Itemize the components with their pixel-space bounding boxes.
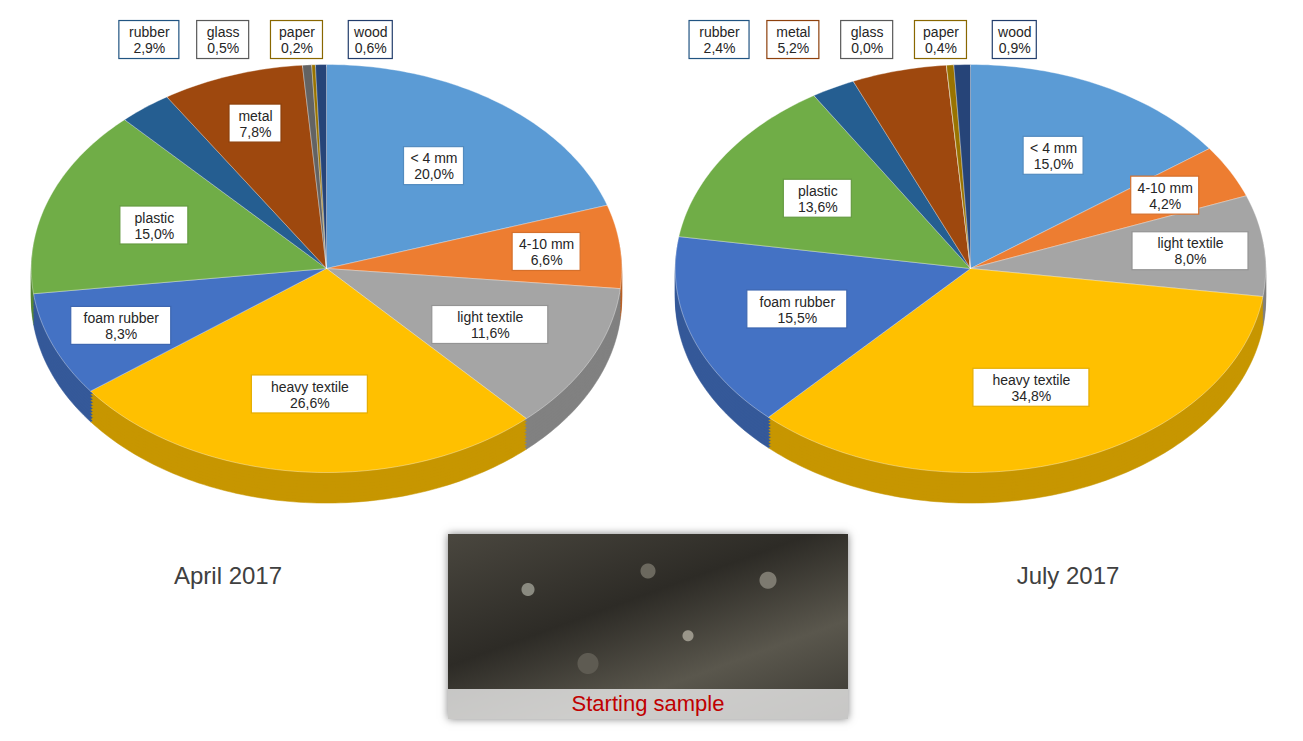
svg-text:plastic15,0%: plastic15,0% [134, 210, 174, 242]
svg-text:foam rubber8,3%: foam rubber8,3% [83, 310, 159, 342]
html-text:July 2017: July 2017 [1016, 562, 1120, 589]
svg-text:wood0,6%: wood0,6% [353, 24, 387, 56]
svg-text:paper0,2%: paper0,2% [279, 24, 315, 56]
svg-text:glass0,0%: glass0,0% [851, 24, 884, 56]
svg-text:4-10 mm6,6%: 4-10 mm6,6% [519, 236, 574, 268]
svg-text:metal5,2%: metal5,2% [776, 24, 810, 56]
svg-text:glass0,5%: glass0,5% [207, 24, 240, 56]
svg-text:metal7,8%: metal7,8% [238, 108, 272, 140]
html-text:April 2017: April 2017 [174, 562, 282, 589]
svg-text:foam rubber15,5%: foam rubber15,5% [760, 294, 836, 326]
svg-text:heavy textile26,6%: heavy textile26,6% [271, 379, 349, 411]
svg-text:< 4 mm15,0%: < 4 mm15,0% [1030, 140, 1077, 172]
svg-text:wood0,9%: wood0,9% [997, 24, 1031, 56]
svg-text:4-10 mm4,2%: 4-10 mm4,2% [1138, 180, 1193, 212]
svg-text:heavy textile34,8%: heavy textile34,8% [993, 372, 1071, 404]
svg-text:rubber2,4%: rubber2,4% [699, 24, 740, 56]
svg-text:light textile8,0%: light textile8,0% [1157, 235, 1223, 267]
svg-text:light textile11,6%: light textile11,6% [457, 309, 523, 341]
svg-text:< 4 mm20,0%: < 4 mm20,0% [410, 150, 457, 182]
svg-text:plastic13,6%: plastic13,6% [798, 183, 838, 215]
svg-text:rubber2,9%: rubber2,9% [129, 24, 170, 56]
html-text:Starting sample: Starting sample [571, 691, 725, 716]
svg-text:paper0,4%: paper0,4% [923, 24, 959, 56]
